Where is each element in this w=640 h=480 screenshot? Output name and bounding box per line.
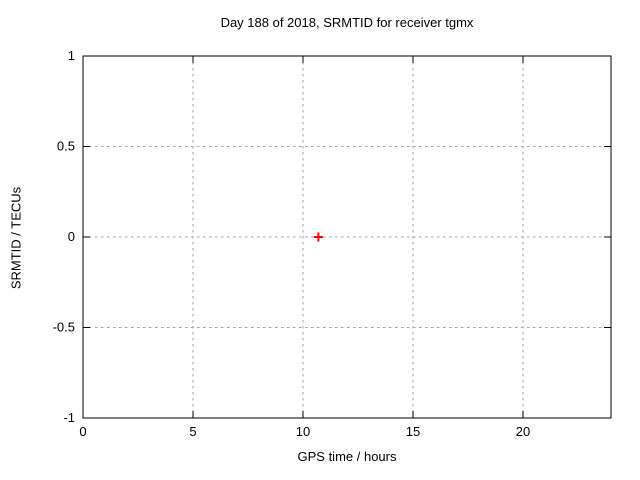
x-axis-label: GPS time / hours <box>297 449 397 464</box>
x-tick-label: 5 <box>189 424 196 439</box>
y-tick-label: 0.5 <box>57 139 75 154</box>
y-axis-label: SRMTID / TECUs <box>8 186 24 290</box>
y-tick-label: 0 <box>68 229 75 244</box>
chart-title: Day 188 of 2018, SRMTID for receiver tgm… <box>220 15 474 30</box>
y-tick-label: -1 <box>63 410 75 425</box>
x-tick-label: 15 <box>406 424 420 439</box>
x-tick-label: 0 <box>79 424 86 439</box>
y-tick-label: 1 <box>68 48 75 63</box>
y-tick-label: -0.5 <box>53 320 75 335</box>
x-tick-label: 20 <box>516 424 530 439</box>
x-tick-label: 10 <box>296 424 310 439</box>
